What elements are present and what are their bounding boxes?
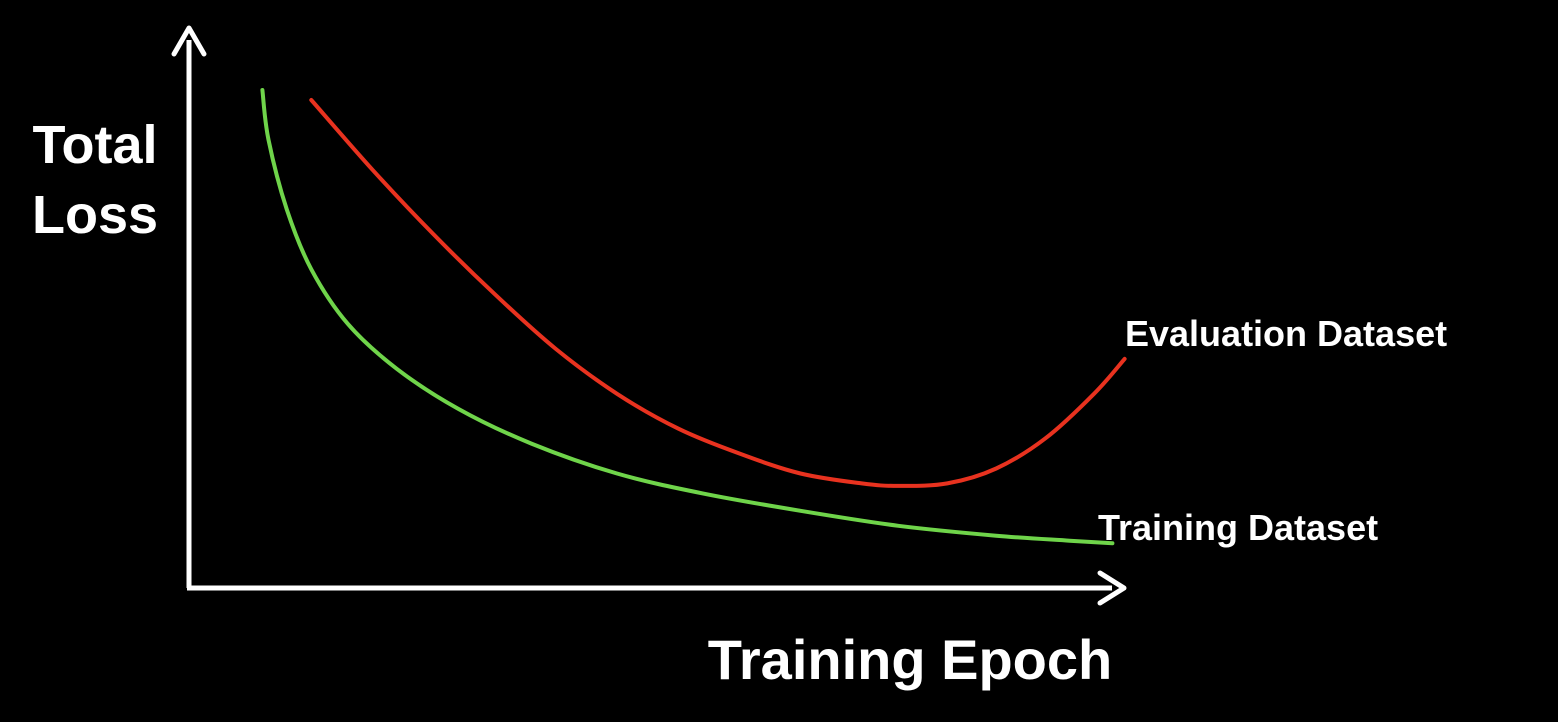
series-line-training (260, 88, 1115, 546)
x-axis-label: Training Epoch (708, 628, 1112, 691)
y-axis-arrow-icon (171, 25, 207, 57)
y-axis-label-line-1: Total (33, 115, 158, 175)
y-axis-label-line-2: Loss (32, 185, 158, 245)
series-line-evaluation (309, 98, 1127, 488)
series-label-evaluation: Evaluation Dataset (1125, 313, 1447, 354)
series-label-training: Training Dataset (1098, 507, 1378, 548)
x-axis-arrow-icon (1097, 570, 1127, 606)
